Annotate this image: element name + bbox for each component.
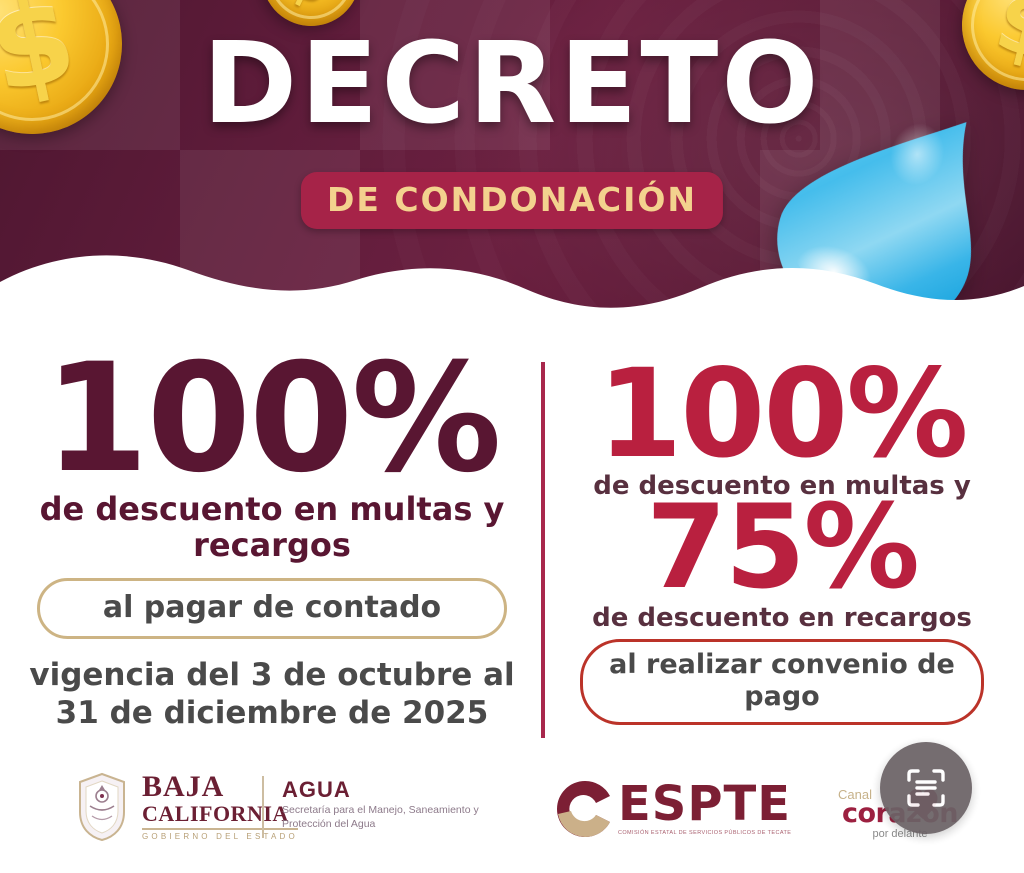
- cespte-logo: ESPTE COMISIÓN ESTATAL DE SERVICIOS PÚBL…: [554, 778, 791, 840]
- left-condition-pill: al pagar de contado: [37, 577, 507, 640]
- right-percent-value-2: 75%: [646, 480, 920, 616]
- right-percent-description-1: de descuento en multas y: [593, 471, 971, 502]
- left-percent-value: 100%: [44, 332, 501, 506]
- offers-section: 100% de descuento en multas y recargos a…: [0, 332, 1024, 756]
- poster-footer: BAJA CALIFORNIA GOBIERNO DEL ESTADO AGUA…: [0, 762, 1024, 873]
- agua-subtitle: Secretaría para el Manejo, Saneamiento y…: [282, 804, 479, 830]
- baja-california-wordmark: BAJA CALIFORNIA GOBIERNO DEL ESTADO: [142, 770, 298, 841]
- offer-panel-left: 100% de descuento en multas y recargos a…: [14, 332, 530, 733]
- scan-text-button[interactable]: [880, 742, 972, 834]
- wave-divider: [0, 255, 1024, 330]
- corazon-canal-label: Canal: [838, 787, 872, 802]
- bc-line-2: CALIFORNIA: [142, 800, 289, 826]
- water-drop-icon: [777, 121, 972, 330]
- cespte-tagline: COMISIÓN ESTATAL DE SERVICIOS PÚBLICOS D…: [618, 829, 792, 836]
- state-shield-icon: [79, 772, 125, 842]
- baja-california-logo: BAJA CALIFORNIA GOBIERNO DEL ESTADO: [74, 772, 298, 842]
- corazon-sub: por delante: [872, 827, 928, 840]
- offer-panel-right: 100% de descuento en multas y 75% de des…: [556, 346, 1008, 725]
- text-scan-icon: [907, 769, 945, 807]
- poster-subtitle-badge: DE CONDONACIÓN: [300, 172, 724, 229]
- agua-logo: AGUA Secretaría para el Manejo, Saneamie…: [282, 778, 517, 832]
- panel-divider: [541, 362, 545, 738]
- bc-line-1: BAJA: [142, 770, 225, 804]
- bc-tagline: GOBIERNO DEL ESTADO: [142, 831, 298, 841]
- cespte-c-icon: [557, 780, 610, 838]
- right-percent-description-2: de descuento en recargos: [592, 603, 972, 634]
- agua-title: AGUA: [282, 777, 351, 802]
- left-percent-description: de descuento en multas y recargos: [39, 490, 505, 564]
- bc-rule: [142, 827, 298, 830]
- logo-separator: [262, 776, 264, 838]
- validity-period: vigencia del 3 de octubre al 31 de dicie…: [29, 657, 515, 731]
- cespte-name: ESPTE: [618, 776, 792, 833]
- right-percent-value-1: 100%: [597, 343, 969, 485]
- poster-title: DECRETO: [202, 19, 822, 149]
- cespte-wordmark: ESPTE COMISIÓN ESTATAL DE SERVICIOS PÚBL…: [618, 776, 792, 836]
- poster-header: $ $ $ DECRETO DE CONDONACIÓN: [0, 0, 1024, 330]
- header-check-block: [360, 0, 550, 150]
- right-condition-pill: al realizar convenio de pago: [580, 639, 984, 725]
